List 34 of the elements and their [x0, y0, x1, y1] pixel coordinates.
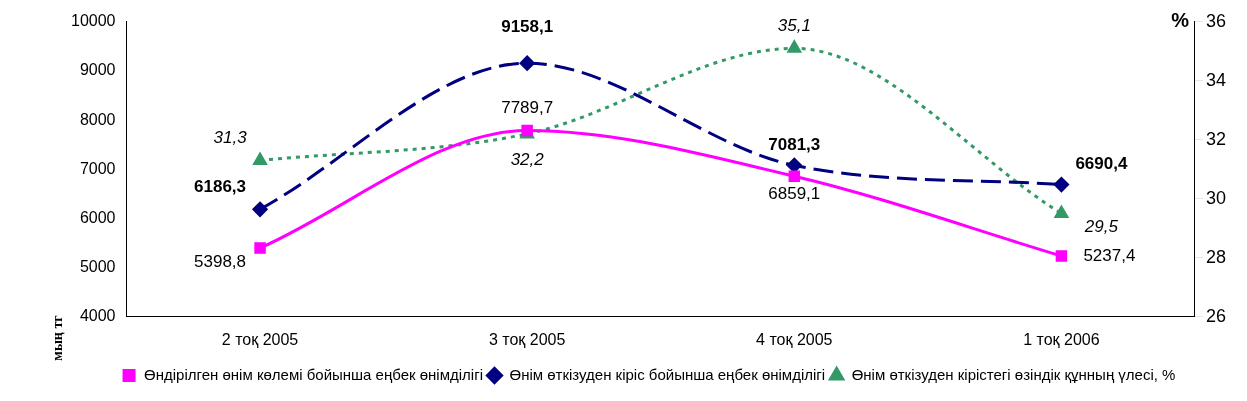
- data-label: 5237,4: [1083, 245, 1136, 265]
- data-label: 7081,3: [768, 134, 821, 154]
- y-tick-label: 7000: [79, 159, 116, 177]
- y-axis-title: мың тг: [49, 315, 65, 361]
- x-tick-label: 2 тоқ 2005: [221, 330, 299, 348]
- y2-tick-label: 36: [1205, 10, 1227, 31]
- data-label: 6186,3: [194, 176, 247, 196]
- y2-tick-label: 26: [1205, 305, 1227, 326]
- x-tick-label: 4 тоқ 2005: [756, 330, 833, 348]
- data-label: 6859,1: [768, 183, 821, 203]
- data-label: 35,1: [777, 16, 811, 36]
- y-tick-label: 6000: [79, 208, 116, 226]
- x-tick-label: 1 тоқ 2006: [1023, 330, 1100, 348]
- y-tick-label: 10000: [70, 12, 116, 30]
- data-label: 29,5: [1083, 217, 1119, 237]
- data-label: 7789,7: [501, 98, 554, 118]
- y2-tick-label: 28: [1205, 246, 1227, 267]
- legend-label: Өнім өткізуден кіріс бойынша еңбек өнімділігі: [509, 365, 826, 383]
- data-label: 9158,1: [501, 16, 554, 36]
- data-label: 31,3: [213, 128, 248, 148]
- y-tick-label: 4000: [79, 307, 116, 325]
- y2-tick-label: 32: [1205, 128, 1227, 149]
- y-tick-label: 9000: [79, 61, 116, 79]
- y2-tick-label: 30: [1205, 187, 1227, 208]
- x-tick-label: 3 тоқ 2005: [488, 330, 566, 348]
- y2-tick-label: 34: [1205, 69, 1227, 90]
- data-label: 32,2: [510, 149, 545, 169]
- data-label: 6690,4: [1075, 154, 1128, 174]
- data-label: 5398,8: [194, 251, 247, 271]
- legend-label: Өнім өткізуден кірістегі өзіндік құнның үлесі, %: [851, 365, 1176, 383]
- y-tick-label: 5000: [79, 258, 116, 276]
- y-tick-label: 8000: [79, 110, 116, 128]
- y2-axis-title: %: [1171, 9, 1190, 32]
- legend-label: Өндірілген өнім көлемі бойынша еңбек өнімділігі: [144, 365, 483, 383]
